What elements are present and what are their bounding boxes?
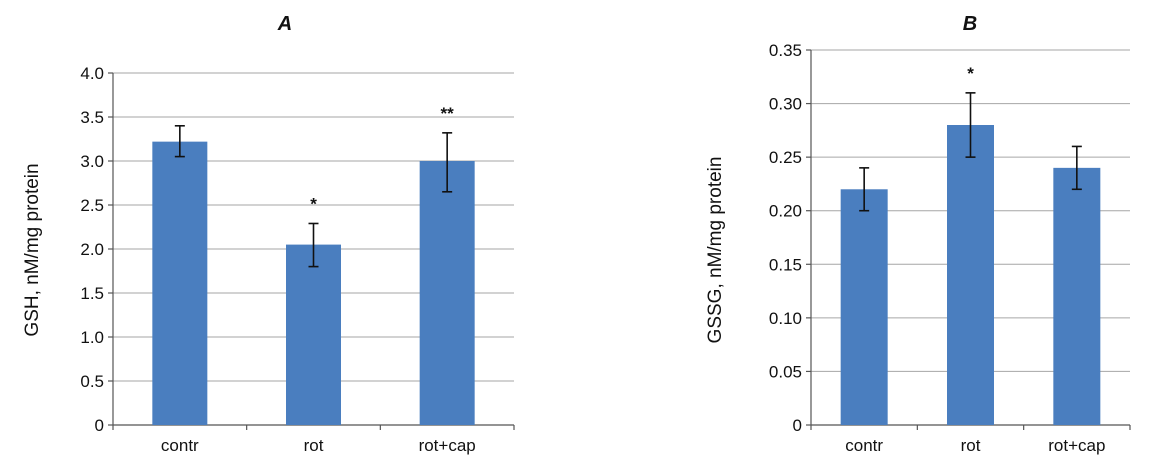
chart-title: B (963, 13, 977, 35)
x-tick-label: rot+cap (1048, 436, 1105, 455)
y-tick-label: 0 (95, 416, 104, 435)
x-tick-label: contr (161, 436, 199, 455)
bar (152, 141, 208, 425)
x-tick-label: contr (845, 436, 883, 455)
y-axis-label: GSH, nM/mg protein (22, 163, 43, 336)
y-tick-label: 0.30 (769, 95, 802, 114)
y-tick-label: 3.5 (80, 108, 104, 127)
y-tick-label: 0.25 (769, 148, 802, 167)
y-tick-label: 1.5 (80, 284, 104, 303)
bar (840, 189, 888, 425)
bar (947, 125, 994, 425)
y-tick-label: 0.35 (769, 41, 802, 60)
bar (1053, 167, 1101, 425)
bar (286, 244, 341, 425)
y-tick-label: 0.05 (769, 362, 802, 381)
chart-panel-a: A GSH, nM/mg protein 0 0.5 1.0 1.5 2.0 2.5 3.0… (22, 13, 515, 455)
y-tick-label: 0.10 (769, 309, 802, 328)
x-tick-label: rot+cap (419, 436, 476, 455)
y-axis-label: GSSG, nM/mg protein (705, 157, 726, 344)
x-tick-label: rot (304, 436, 324, 455)
y-tick-label: 4.0 (80, 64, 104, 83)
significance-marker: * (310, 194, 317, 213)
chart-title: A (277, 13, 292, 35)
y-tick-label: 0 (793, 416, 802, 435)
y-tick-label: 0.5 (80, 372, 104, 391)
x-tick-label: rot (961, 436, 981, 455)
chart-panel-b: B GSSG, nM/mg protein 0 0.05 0.10 0.15 0.20 0… (705, 13, 1131, 455)
y-tick-label: 2.0 (80, 240, 104, 259)
y-tick-label: 0.15 (769, 255, 802, 274)
y-tick-label: 0.20 (769, 202, 802, 221)
significance-marker: ** (441, 104, 455, 123)
y-tick-label: 3.0 (80, 152, 104, 171)
significance-marker: * (967, 64, 974, 83)
bar (419, 161, 475, 425)
y-tick-label: 2.5 (80, 196, 104, 215)
y-tick-label: 1.0 (80, 328, 104, 347)
